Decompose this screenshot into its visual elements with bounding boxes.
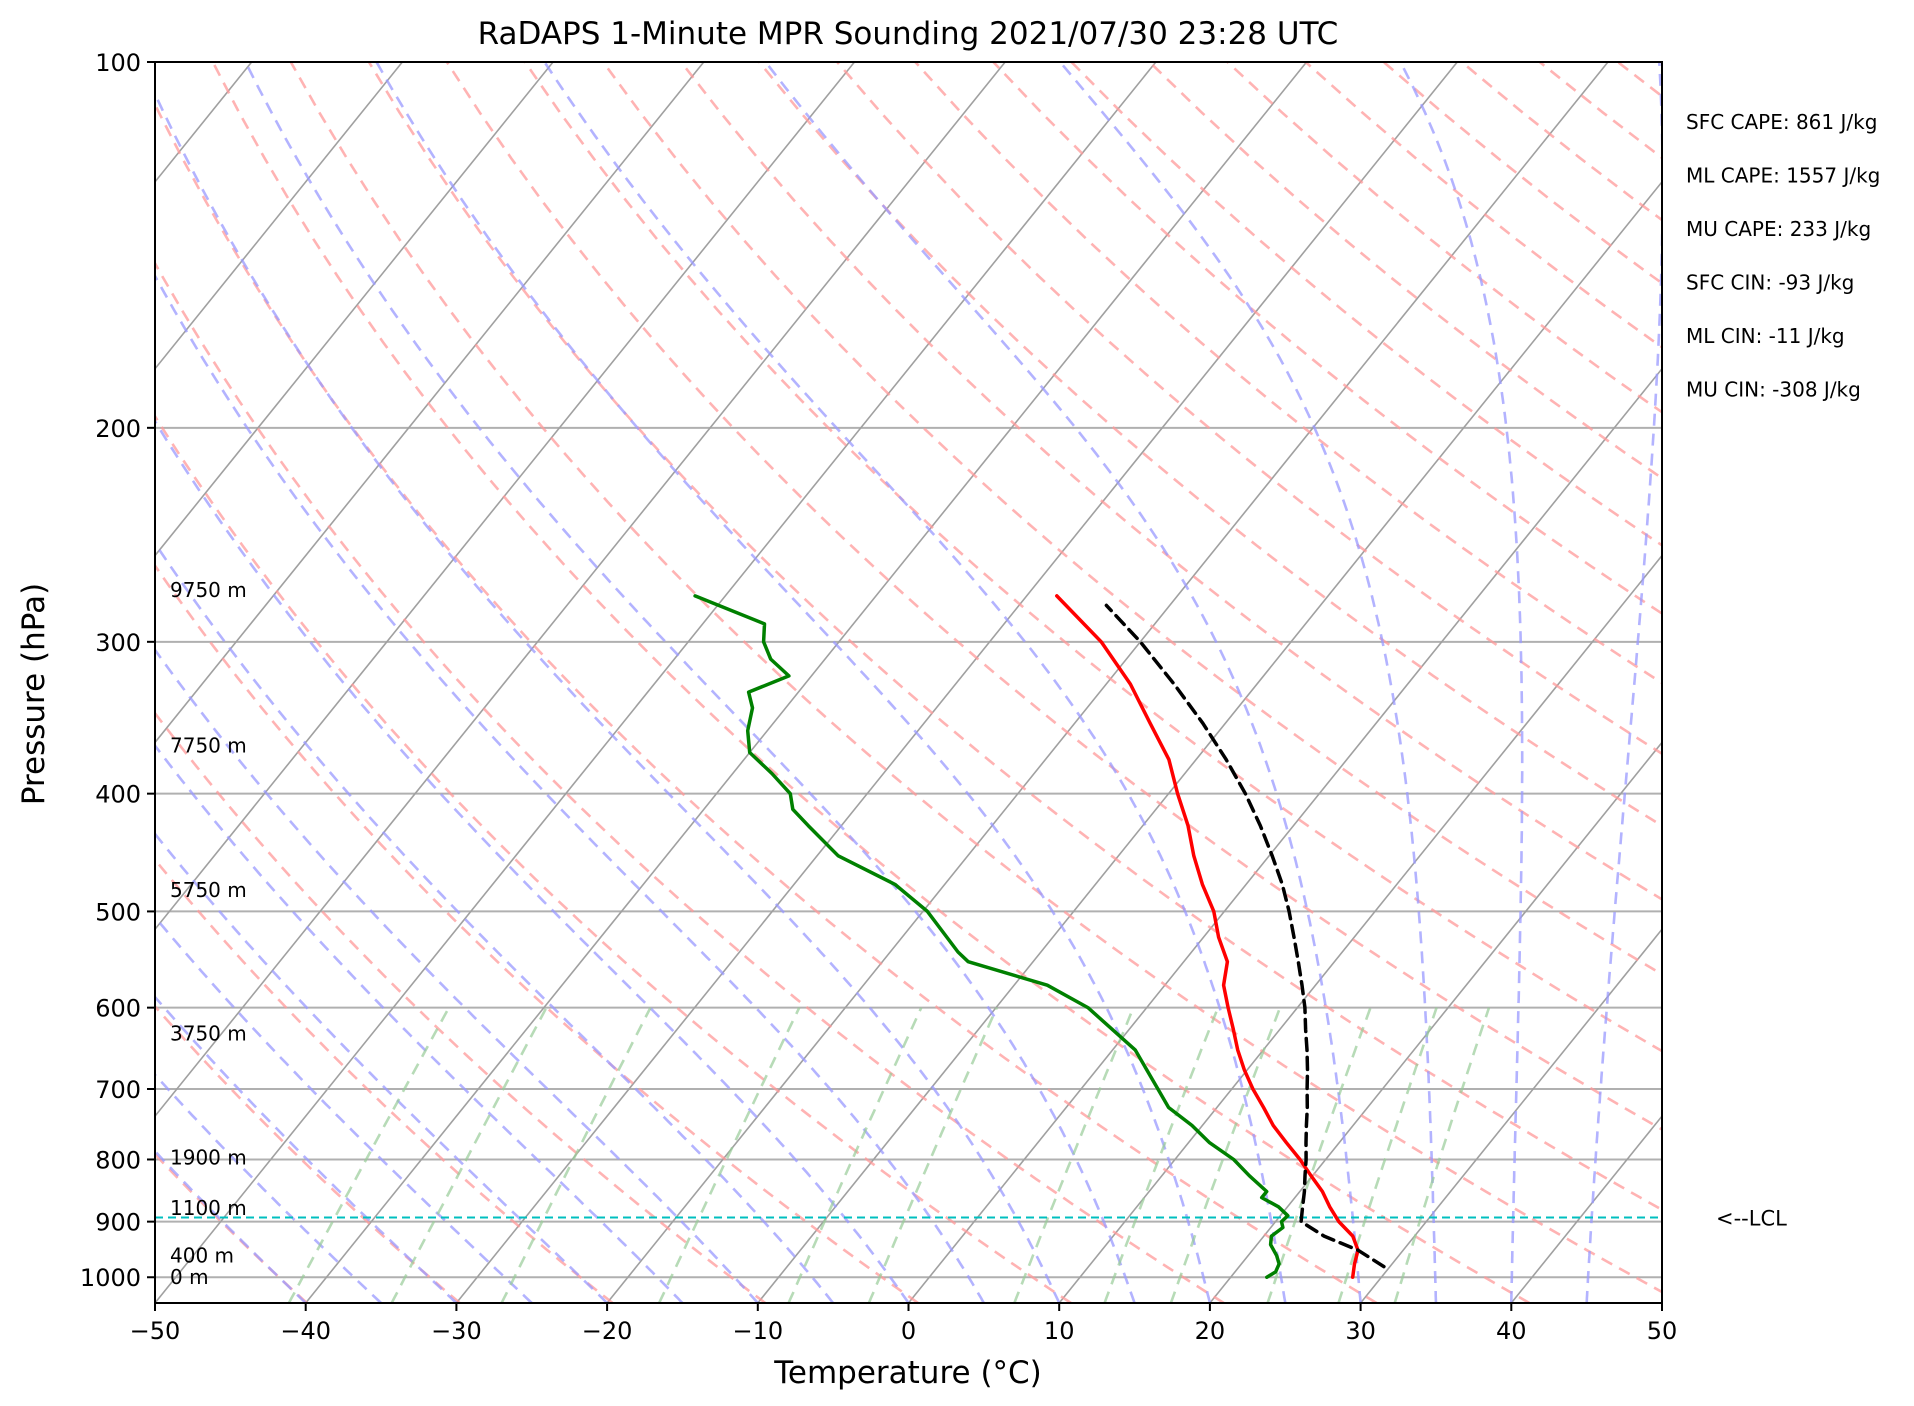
isotherm-line: [907, 367, 1662, 1303]
moist-adiabat-line: [543, 62, 1287, 1303]
mixing-ratio-line: [1013, 1007, 1135, 1303]
temperature-line: [1055, 594, 1360, 1279]
parcel-profile-line: [1104, 603, 1386, 1269]
height-labels: 9750 m 7750 m 5750 m 3750 m 1900 m 1100 m 400 …: [170, 578, 247, 1289]
dewpoint-line: [693, 594, 1290, 1279]
y-tick-label: 200: [95, 415, 141, 443]
moist-adiabat-line: [155, 418, 910, 1303]
isotherm-line: [155, 62, 403, 370]
height-label: 1900 m: [170, 1145, 247, 1169]
mixing-ratio-line: [867, 1007, 998, 1303]
stat-text: SFC CAPE: 861 J/kg: [1686, 110, 1877, 134]
isotherm-line: [1209, 741, 1662, 1303]
mixing-ratio-line: [657, 1007, 801, 1303]
moist-adiabat-line: [244, 62, 1136, 1303]
mixing-ratio-line: [1337, 1007, 1438, 1303]
moist-adiabat-line: [155, 831, 609, 1303]
stat-text: MU CAPE: 233 J/kg: [1686, 217, 1871, 241]
x-tick-label: −50: [130, 1317, 181, 1345]
x-tick-label: 50: [1647, 1317, 1678, 1345]
dry-adiabat-line: [155, 1004, 461, 1303]
height-label: 400 m: [170, 1244, 234, 1268]
height-label: 9750 m: [170, 578, 247, 602]
mixing-ratio-line: [1393, 1007, 1491, 1303]
mixing-ratio-line: [287, 1006, 451, 1303]
y-tick-label: 400: [95, 781, 141, 809]
x-tick-label: −20: [582, 1317, 633, 1345]
stat-text: ML CIN: -11 J/kg: [1686, 324, 1845, 348]
x-axis-label: Temperature (°C): [773, 1355, 1042, 1391]
x-tick-label: 10: [1044, 1317, 1075, 1345]
mixing-ratio-line: [500, 1007, 652, 1303]
height-label: 5750 m: [170, 878, 247, 902]
y-tick-label: 300: [95, 629, 141, 657]
x-tick-label: −10: [732, 1317, 783, 1345]
x-axis-ticks: −50 −40 −30 −20 −10 0 10 20 30 40 50: [130, 1303, 1678, 1345]
y-tick-label: 1000: [80, 1264, 141, 1292]
moist-adiabat-line: [155, 647, 759, 1303]
dry-adiabat-line: [914, 62, 1662, 685]
moist-adiabat-line: [155, 1149, 307, 1303]
isotherm-line: [1058, 554, 1662, 1303]
mixing-ratio-line: [390, 1006, 548, 1303]
isotherm-line: [606, 62, 1609, 1303]
dry-adiabat-line: [523, 62, 1662, 1053]
x-tick-label: 40: [1496, 1317, 1527, 1345]
y-tick-label: 900: [95, 1209, 141, 1237]
mixing-ratio-line: [787, 1007, 923, 1303]
moist-adiabat-line: [155, 915, 533, 1303]
isotherm-line: [155, 62, 1006, 1118]
stat-text: MU CIN: -308 J/kg: [1686, 378, 1861, 402]
x-tick-label: 20: [1195, 1317, 1226, 1345]
y-axis-label: Pressure (hPa): [16, 583, 52, 805]
isotherm-line: [305, 62, 1308, 1303]
dry-adiabat-line: [445, 62, 1662, 1131]
y-tick-label: 700: [95, 1076, 141, 1104]
isotherm-line: [1359, 928, 1662, 1303]
dry-adiabat-line: [155, 857, 614, 1303]
moist-adiabat-line: [155, 743, 684, 1303]
y-tick-label: 800: [95, 1146, 141, 1174]
height-label: 0 m: [170, 1265, 209, 1289]
moist-adiabat-line: [155, 90, 1061, 1303]
dry-adiabat-line: [155, 260, 1225, 1303]
mixing-ratio-line: [1103, 1007, 1220, 1303]
stat-text: SFC CIN: -93 J/kg: [1686, 271, 1854, 295]
height-label: 7750 m: [170, 733, 247, 757]
stat-text: ML CAPE: 1557 J/kg: [1686, 164, 1880, 188]
grid-layer: [155, 62, 1662, 1303]
isotherm-line: [757, 180, 1662, 1303]
height-label: 3750 m: [170, 1021, 247, 1045]
parcel-stats-panel: SFC CAPE: 861 J/kg ML CAPE: 1557 J/kg MU C…: [1686, 110, 1880, 402]
y-tick-label: 500: [95, 898, 141, 926]
x-tick-label: −30: [431, 1317, 482, 1345]
dry-adiabat-line: [155, 413, 1072, 1303]
dry-adiabat-line: [602, 62, 1662, 976]
dry-adiabat-line: [289, 62, 1662, 1294]
dry-adiabat-line: [367, 62, 1662, 1212]
isotherm-line: [155, 62, 856, 931]
lcl-label: <--LCL: [1716, 1207, 1787, 1231]
height-label: 1100 m: [170, 1196, 247, 1220]
x-tick-label: 0: [901, 1317, 916, 1345]
x-tick-label: −40: [280, 1317, 331, 1345]
isotherm-line: [155, 62, 554, 557]
y-tick-label: 600: [95, 995, 141, 1023]
mixing-ratio-line: [1169, 1007, 1282, 1303]
x-tick-label: 30: [1345, 1317, 1376, 1345]
dry-adiabat-line: [836, 62, 1662, 756]
chart-title: RaDAPS 1-Minute MPR Sounding 2021/07/30 …: [478, 16, 1339, 52]
isotherm-line: [155, 62, 705, 744]
dry-adiabat-line: [992, 62, 1662, 616]
y-tick-label: 100: [95, 49, 141, 77]
y-axis-ticks: 100 200 300 400 500 600 700 800 900 1000: [80, 49, 155, 1292]
isotherm-line: [455, 62, 1458, 1303]
isotherm-line: [155, 62, 1157, 1303]
series-layer: [155, 594, 1662, 1279]
